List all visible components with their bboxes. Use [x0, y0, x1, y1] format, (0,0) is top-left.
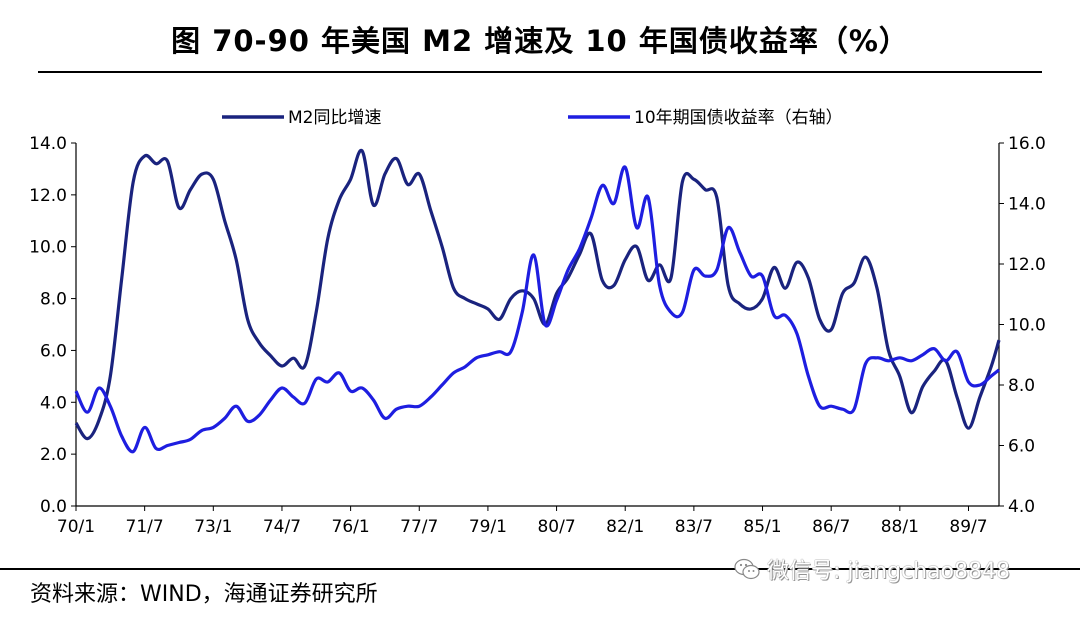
tick-labels: 0.0 2.0 4.0 6.0 8.0 10.0 12.0 14.0 4.0 6.0 8.0 10.0… [29, 134, 1046, 537]
y-left-tick-label: 8.0 [40, 290, 67, 310]
title-underline [38, 71, 1042, 73]
y-right-tick-label: 12.0 [1008, 255, 1046, 275]
series-lines [74, 148, 1001, 454]
y-left-tick-label: 0.0 [40, 497, 67, 517]
y-left-tick-label: 6.0 [40, 341, 67, 361]
y-left-tick-label: 10.0 [29, 238, 67, 258]
source-note: 资料来源：WIND，海通证券研究所 [30, 582, 378, 607]
plot-frame [71, 142, 1004, 511]
x-tick-label: 80/7 [537, 517, 575, 537]
x-tick-label: 82/1 [606, 517, 644, 537]
x-tick-label: 76/1 [332, 517, 370, 537]
x-tick-label: 79/1 [469, 517, 507, 537]
y-left-tick-label: 4.0 [40, 393, 67, 413]
y-right-tick-label: 4.0 [1008, 497, 1035, 517]
y-left-tick-label: 2.0 [40, 445, 67, 465]
x-tick-label: 89/7 [949, 517, 987, 537]
x-tick-label: 88/1 [881, 517, 919, 537]
x-tick-label: 83/7 [675, 517, 713, 537]
x-tick-label: 85/1 [743, 517, 781, 537]
legend: M2同比增速 10年期国债收益率（右轴） [222, 108, 843, 128]
y-right-tick-label: 10.0 [1008, 316, 1046, 336]
wechat-icon [734, 558, 760, 580]
x-tick-label: 71/7 [126, 517, 164, 537]
legend-label-m2: M2同比增速 [288, 108, 381, 128]
x-tick-label: 74/7 [263, 517, 301, 537]
watermark: 微信号: jiangchao8848 [733, 553, 1010, 585]
y-right-tick-label: 14.0 [1008, 195, 1046, 215]
watermark-text: 微信号: jiangchao8848 [767, 559, 1010, 584]
x-tick-label: 77/7 [400, 517, 438, 537]
series-line-10y-yield [74, 165, 1000, 454]
y-right-tick-label: 16.0 [1008, 134, 1046, 154]
y-right-tick-label: 8.0 [1008, 376, 1035, 396]
y-left-tick-label: 14.0 [29, 134, 67, 154]
x-tick-label: 70/1 [57, 517, 95, 537]
y-right-tick-label: 6.0 [1008, 437, 1035, 457]
chart-title: 图 70-90 年美国 M2 增速及 10 年国债收益率（%） [171, 24, 909, 58]
source-separator [0, 568, 1080, 570]
x-tick-label: 86/7 [812, 517, 850, 537]
chart-title-block: 图 70-90 年美国 M2 增速及 10 年国债收益率（%） [0, 0, 1080, 74]
y-left-tick-label: 12.0 [29, 186, 67, 206]
legend-label-10y-yield: 10年期国债收益率（右轴） [634, 108, 843, 128]
x-tick-label: 73/1 [194, 517, 232, 537]
series-line-m2 [74, 148, 1001, 441]
